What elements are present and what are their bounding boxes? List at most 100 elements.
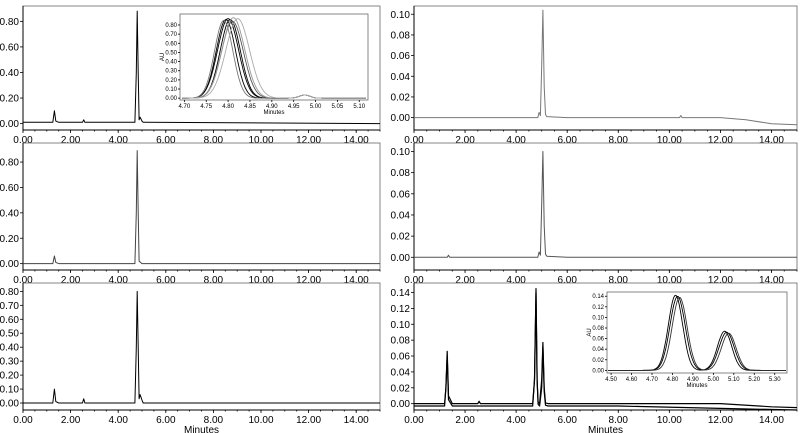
inset-zoom-chart: 4.50 4.60 4.70 4.80 4.90 5.00 5.10 5.20 5.30 0.00…: [587, 291, 788, 389]
chart-panel-3: 0.00 2.00 4.00 6.00 8.00 10.00 12.00 14.00 0.00 0…: [0, 142, 381, 286]
y-tick-label: 0.04: [391, 367, 411, 378]
x-tick-label: 2.00: [61, 135, 81, 146]
x-tick-label: 6.00: [557, 135, 577, 146]
inset-x-tick-label: 4.75: [200, 104, 212, 110]
inset-y-tick-label: 0.00: [165, 96, 177, 102]
inset-x-axis-label: Minutes: [686, 383, 707, 389]
inset-x-tick-label: 5.00: [310, 104, 322, 110]
x-tick-label: 0.00: [404, 275, 424, 286]
chromatogram-trace: [23, 10, 381, 125]
y-tick-label: 0.40: [0, 68, 19, 79]
y-tick-label: 0.00: [391, 113, 411, 124]
inset-y-tick-label: 0.14: [592, 294, 604, 300]
x-tick-label: 0.00: [13, 415, 33, 426]
x-tick-label: 4.00: [108, 275, 128, 286]
inset-x-tick-label: 5.30: [769, 377, 781, 383]
x-tick-label: 6.00: [557, 415, 577, 426]
x-tick-label: 4.00: [506, 415, 526, 426]
y-tick-label: 0.00: [391, 253, 411, 264]
chart-panel-4: 0.00 2.00 4.00 6.00 8.00 10.00 12.00 14.00 0.00 0…: [391, 142, 798, 286]
x-tick-label: 6.00: [557, 275, 577, 286]
chart-panel-5: 0.00 2.00 4.00 6.00 8.00 10.00 12.00 14.00 0.00 0…: [0, 282, 381, 433]
y-tick-label: 0.00: [0, 259, 19, 270]
x-tick-label: 4.00: [506, 135, 526, 146]
x-tick-label: 12.00: [708, 275, 733, 286]
x-tick-label: 2.00: [61, 415, 81, 426]
y-tick-label: 0.08: [391, 336, 411, 347]
x-tick-label: 8.00: [204, 415, 224, 426]
y-tick-label: 0.30: [0, 357, 19, 368]
x-axis-label: Minutes: [184, 425, 219, 433]
chromatogram-trace: [414, 151, 797, 258]
x-tick-label: 10.00: [248, 415, 273, 426]
inset-x-tick-label: 4.50: [605, 377, 617, 383]
x-tick-label: 0.00: [13, 275, 33, 286]
inset-x-tick-label: 4.60: [626, 377, 638, 383]
x-tick-label: 2.00: [455, 415, 475, 426]
inset-x-tick-label: 4.85: [244, 104, 256, 110]
inset-y-tick-label: 0.10: [165, 87, 177, 93]
x-tick-label: 10.00: [248, 275, 273, 286]
y-tick-label: 0.04: [391, 72, 411, 83]
x-axis-label: Minutes: [588, 425, 623, 433]
inset-y-tick-label: 0.30: [165, 69, 177, 75]
y-tick-label: 0.40: [0, 208, 19, 219]
x-tick-label: 14.00: [344, 275, 369, 286]
x-tick-label: 0.00: [13, 135, 33, 146]
x-tick-label: 8.00: [609, 275, 629, 286]
y-tick-label: 0.10: [391, 10, 411, 21]
inset-y-tick-label: 0.02: [592, 358, 604, 364]
chromatogram-trace: [23, 150, 380, 265]
inset-y-tick-label: 0.12: [592, 305, 604, 311]
chart-panel-2: 0.00 2.00 4.00 6.00 8.00 10.00 12.00 14.00 0.00 0…: [391, 5, 798, 146]
x-tick-label: 4.00: [108, 135, 128, 146]
chromatogram-trace: [23, 290, 380, 404]
inset-x-tick-label: 5.20: [748, 377, 760, 383]
y-tick-label: 0.02: [391, 232, 411, 243]
y-tick-label: 0.00: [0, 119, 19, 130]
inset-x-tick-label: 5.10: [728, 377, 740, 383]
inset-x-axis-label: Minutes: [263, 110, 284, 116]
y-tick-label: 0.06: [391, 352, 411, 363]
y-tick-label: 0.20: [0, 371, 19, 382]
plot-frame: [22, 282, 381, 411]
y-tick-label: 0.10: [391, 320, 411, 331]
y-tick-label: 0.06: [391, 51, 411, 62]
inset-x-tick-label: 5.00: [708, 377, 720, 383]
y-tick-label: 0.80: [0, 17, 19, 28]
y-tick-label: 0.80: [0, 158, 19, 169]
x-tick-label: 2.00: [455, 275, 475, 286]
x-tick-label: 10.00: [248, 135, 273, 146]
y-tick-label: 0.20: [0, 234, 19, 245]
inset-y-tick-label: 0.60: [165, 41, 177, 47]
inset-y-tick-label: 0.50: [165, 50, 177, 56]
y-tick-label: 0.00: [0, 399, 19, 410]
y-tick-label: 0.80: [0, 287, 19, 298]
x-tick-label: 10.00: [657, 275, 682, 286]
x-tick-label: 12.00: [296, 415, 321, 426]
y-tick-label: 0.60: [0, 315, 19, 326]
x-tick-label: 6.00: [156, 275, 176, 286]
x-tick-label: 12.00: [708, 415, 733, 426]
inset-x-tick-label: 5.05: [332, 104, 344, 110]
inset-trace: [182, 18, 366, 99]
x-tick-label: 6.00: [156, 415, 176, 426]
inset-y-tick-label: 0.08: [592, 326, 604, 332]
plot-frame: [413, 142, 798, 271]
inset-x-tick-label: 5.10: [353, 104, 365, 110]
inset-frame: [606, 291, 788, 374]
inset-x-tick-label: 4.70: [646, 377, 658, 383]
inset-x-tick-label: 4.95: [288, 104, 300, 110]
x-tick-label: 12.00: [296, 275, 321, 286]
x-tick-label: 14.00: [759, 135, 784, 146]
inset-y-tick-label: 0.00: [592, 368, 604, 374]
y-tick-label: 0.00: [391, 399, 411, 410]
x-tick-label: 12.00: [708, 135, 733, 146]
inset-x-tick-label: 4.80: [222, 104, 234, 110]
x-tick-label: 14.00: [759, 415, 784, 426]
x-tick-label: 0.00: [404, 135, 424, 146]
x-tick-label: 8.00: [609, 135, 629, 146]
inset-y-axis-label: AU: [587, 328, 593, 336]
inset-y-tick-label: 0.20: [165, 78, 177, 84]
x-tick-label: 0.00: [404, 415, 424, 426]
